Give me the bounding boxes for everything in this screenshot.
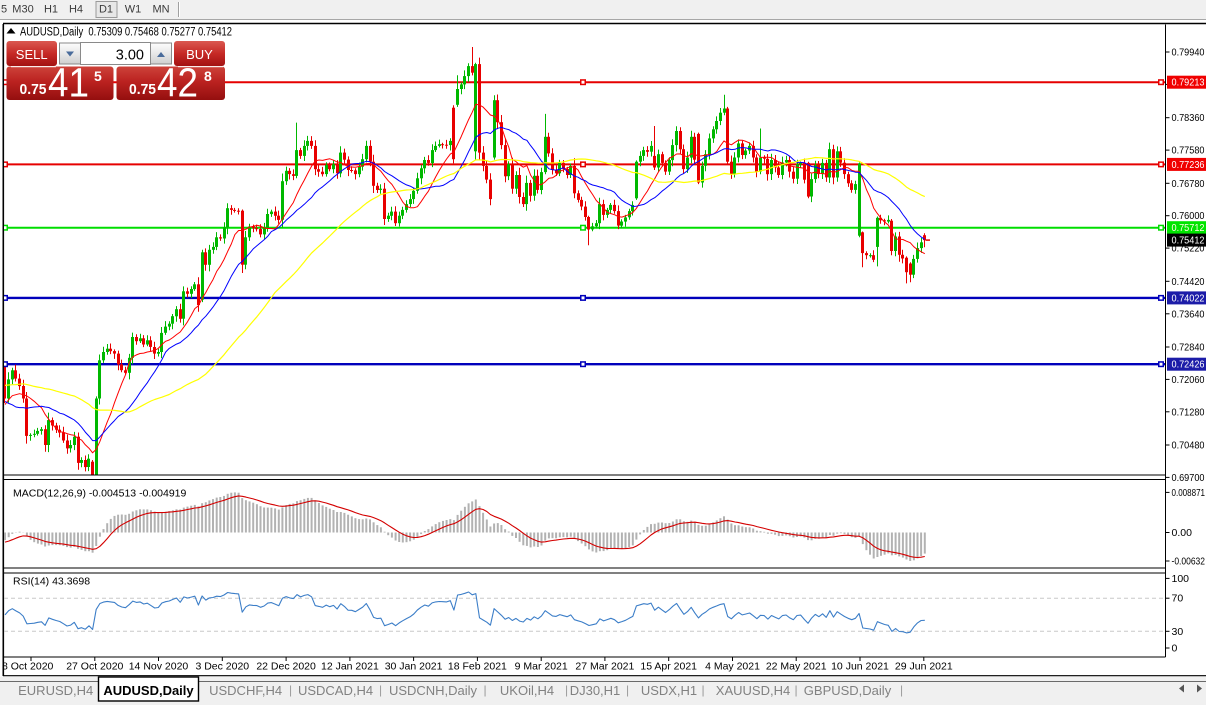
svg-text:|: | bbox=[900, 683, 903, 697]
svg-text:10 Jun 2021: 10 Jun 2021 bbox=[831, 661, 889, 673]
svg-text:|: | bbox=[626, 683, 629, 697]
svg-text:RSI(14) 43.3698: RSI(14) 43.3698 bbox=[13, 576, 90, 588]
svg-text:0.72840: 0.72840 bbox=[1172, 342, 1205, 354]
svg-text:5: 5 bbox=[94, 68, 102, 84]
svg-text:UKOil,H4: UKOil,H4 bbox=[500, 683, 554, 698]
svg-text:AUDUSD,Daily 0.75309 0.75468: AUDUSD,Daily 0.75309 0.75468 0.75277 0.7… bbox=[20, 27, 232, 39]
svg-text:0.72426: 0.72426 bbox=[1172, 359, 1205, 371]
svg-text:BUY: BUY bbox=[186, 47, 213, 62]
svg-text:3 Dec 2020: 3 Dec 2020 bbox=[195, 661, 249, 673]
svg-text:0.74420: 0.74420 bbox=[1172, 276, 1205, 288]
svg-text:|: | bbox=[289, 683, 292, 697]
svg-text:0.75: 0.75 bbox=[129, 81, 156, 98]
svg-text:0.008871: 0.008871 bbox=[1172, 487, 1206, 499]
svg-text:9 Mar 2021: 9 Mar 2021 bbox=[515, 661, 568, 673]
svg-text:H1: H1 bbox=[44, 4, 58, 16]
svg-text:0.73640: 0.73640 bbox=[1172, 308, 1205, 320]
svg-text:0.00: 0.00 bbox=[1172, 527, 1193, 539]
svg-text:SELL: SELL bbox=[16, 47, 48, 62]
svg-text:D1: D1 bbox=[99, 4, 113, 16]
svg-text:GBPUSD,Daily: GBPUSD,Daily bbox=[804, 683, 892, 698]
svg-text:-0.00632: -0.00632 bbox=[1172, 556, 1206, 568]
svg-text:15 Apr 2021: 15 Apr 2021 bbox=[640, 661, 697, 673]
svg-text:30 Jan 2021: 30 Jan 2021 bbox=[385, 661, 443, 673]
svg-text:5: 5 bbox=[1, 4, 7, 16]
svg-text:USDCAD,H4: USDCAD,H4 bbox=[298, 683, 373, 698]
svg-text:XAUUSD,H4: XAUUSD,H4 bbox=[716, 683, 790, 698]
svg-text:|: | bbox=[701, 683, 704, 697]
svg-text:0.77580: 0.77580 bbox=[1172, 145, 1205, 157]
svg-text:100: 100 bbox=[1172, 573, 1190, 585]
svg-text:|: | bbox=[483, 683, 486, 697]
svg-text:MACD(12,26,9) -0.004513 -0.004: MACD(12,26,9) -0.004513 -0.004919 bbox=[13, 488, 187, 500]
svg-text:8: 8 bbox=[204, 68, 212, 84]
svg-text:27 Mar 2021: 27 Mar 2021 bbox=[575, 661, 634, 673]
svg-text:|: | bbox=[379, 683, 382, 697]
svg-text:18 Feb 2021: 18 Feb 2021 bbox=[448, 661, 507, 673]
svg-text:22 Dec 2020: 22 Dec 2020 bbox=[256, 661, 316, 673]
svg-text:0.74022: 0.74022 bbox=[1172, 292, 1205, 304]
svg-text:30: 30 bbox=[1172, 626, 1184, 638]
svg-text:27 Oct 2020: 27 Oct 2020 bbox=[66, 661, 123, 673]
svg-text:EURUSD,H4: EURUSD,H4 bbox=[18, 683, 93, 698]
svg-text:H4: H4 bbox=[69, 4, 83, 16]
svg-text:22 May 2021: 22 May 2021 bbox=[766, 661, 827, 673]
svg-text:0.72060: 0.72060 bbox=[1172, 374, 1205, 386]
svg-text:41: 41 bbox=[48, 60, 89, 106]
svg-text:MN: MN bbox=[152, 4, 169, 16]
svg-text:0.76780: 0.76780 bbox=[1172, 178, 1205, 190]
svg-text:0.79213: 0.79213 bbox=[1172, 77, 1205, 89]
svg-text:0.71280: 0.71280 bbox=[1172, 406, 1205, 418]
svg-text:|: | bbox=[794, 683, 797, 697]
svg-text:DJ30,H1: DJ30,H1 bbox=[570, 683, 621, 698]
svg-text:29 Jun 2021: 29 Jun 2021 bbox=[895, 661, 953, 673]
svg-text:M30: M30 bbox=[12, 4, 33, 16]
svg-text:0: 0 bbox=[1172, 643, 1178, 655]
svg-text:|: | bbox=[565, 683, 568, 697]
svg-text:14 Nov 2020: 14 Nov 2020 bbox=[129, 661, 189, 673]
svg-text:0.77236: 0.77236 bbox=[1172, 159, 1205, 171]
svg-text:42: 42 bbox=[157, 60, 198, 106]
svg-text:0.79940: 0.79940 bbox=[1172, 47, 1205, 59]
svg-text:USDX,H1: USDX,H1 bbox=[641, 683, 697, 698]
svg-text:0.70480: 0.70480 bbox=[1172, 440, 1205, 452]
svg-text:0.69700: 0.69700 bbox=[1172, 472, 1205, 484]
svg-text:W1: W1 bbox=[125, 4, 142, 16]
svg-text:8 Oct 2020: 8 Oct 2020 bbox=[2, 661, 54, 673]
svg-text:0.78360: 0.78360 bbox=[1172, 112, 1205, 124]
svg-text:0.76000: 0.76000 bbox=[1172, 210, 1205, 222]
svg-text:USDCNH,Daily: USDCNH,Daily bbox=[389, 683, 478, 698]
svg-text:3.00: 3.00 bbox=[116, 48, 144, 64]
svg-text:12 Jan 2021: 12 Jan 2021 bbox=[321, 661, 379, 673]
svg-text:0.75: 0.75 bbox=[20, 81, 47, 98]
svg-text:AUDUSD,Daily: AUDUSD,Daily bbox=[103, 683, 194, 698]
svg-text:4 May 2021: 4 May 2021 bbox=[705, 661, 760, 673]
svg-text:70: 70 bbox=[1172, 593, 1184, 605]
svg-text:USDCHF,H4: USDCHF,H4 bbox=[209, 683, 282, 698]
svg-text:0.75712: 0.75712 bbox=[1172, 222, 1205, 234]
svg-text:0.75412: 0.75412 bbox=[1172, 235, 1205, 247]
